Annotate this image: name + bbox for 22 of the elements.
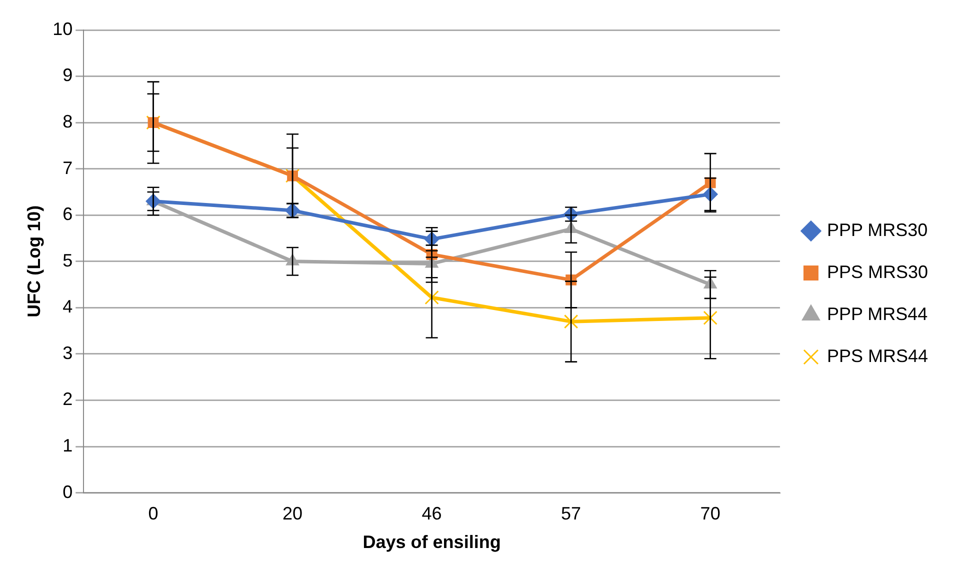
x-tick-label: 70 [700,504,720,524]
legend-label: PPS MRS30 [826,262,928,282]
y-tick-label: 0 [62,482,73,502]
y-tick-label: 7 [62,158,73,178]
x-tick-label: 46 [422,504,442,524]
y-tick-label: 2 [62,389,73,410]
y-tick-label: 3 [62,342,73,363]
y-axis-title: UFC (Log 10) [24,205,44,318]
x-tick-label: 57 [561,504,582,524]
y-tick-label: 1 [62,435,73,456]
legend-label: PPP MRS44 [826,304,928,324]
y-tick-label: 9 [62,65,73,86]
x-tick-label: 0 [148,504,158,524]
x-axis-title: Days of ensiling [362,532,501,552]
y-tick-label: 5 [62,250,73,270]
legend-label: PPP MRS30 [826,220,928,240]
y-tick-label: 8 [62,112,73,132]
y-tick-label: 10 [52,18,73,39]
legend-label: PPS MRS44 [826,346,928,366]
x-tick-label: 20 [282,504,303,524]
y-tick-label: 4 [62,296,73,317]
y-tick-label: 6 [62,204,73,224]
